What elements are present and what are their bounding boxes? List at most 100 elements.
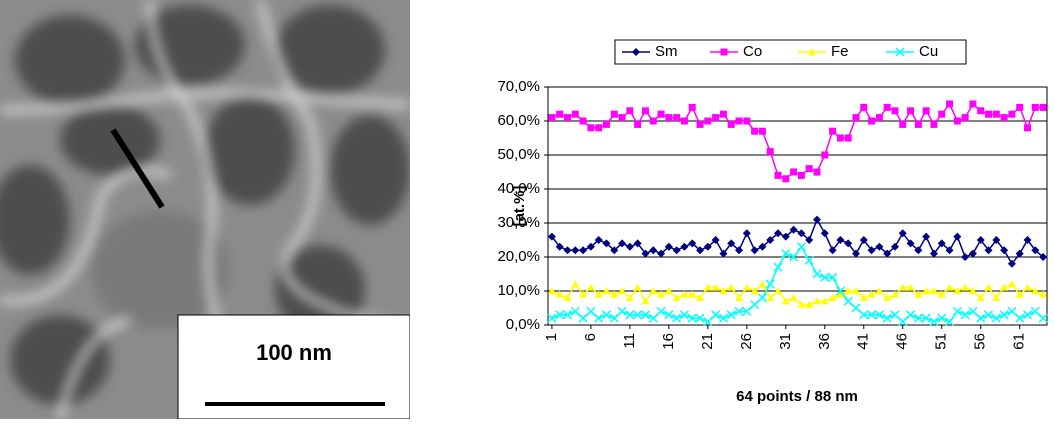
marker — [923, 107, 930, 114]
x-tick-label: 16 — [660, 333, 677, 350]
marker — [977, 314, 985, 322]
marker — [719, 314, 727, 322]
marker — [712, 114, 719, 121]
micrograph: 100 nm — [0, 0, 410, 419]
figure: 100 nm [at.%] 64 points / 88 nm 0,0%10,0… — [0, 0, 1054, 419]
marker — [634, 121, 641, 128]
marker — [782, 175, 789, 182]
marker — [1008, 111, 1015, 118]
marker — [961, 253, 969, 261]
marker — [689, 104, 696, 111]
marker — [587, 307, 595, 315]
y-tick-label: 0,0% — [506, 316, 540, 333]
marker — [649, 246, 657, 254]
marker — [751, 246, 759, 254]
marker — [720, 111, 727, 118]
series-line — [552, 247, 1043, 322]
marker — [985, 111, 992, 118]
marker — [993, 111, 1000, 118]
marker — [743, 118, 750, 125]
marker — [563, 294, 571, 301]
marker — [595, 314, 603, 322]
marker — [728, 121, 735, 128]
marker — [775, 172, 782, 179]
page: 100 nm [at.%] 64 points / 88 nm 0,0%10,0… — [0, 0, 1054, 424]
x-tick-label: 41 — [855, 333, 872, 350]
x-tick-label: 56 — [972, 333, 989, 350]
marker — [611, 111, 618, 118]
marker — [587, 124, 594, 131]
marker — [572, 111, 579, 118]
marker — [860, 104, 867, 111]
marker — [774, 263, 782, 271]
marker — [1008, 307, 1016, 315]
scale-bar-label: 100 nm — [256, 340, 332, 365]
marker — [571, 280, 579, 287]
legend-label: Co — [743, 43, 762, 60]
x-tick-label: 21 — [699, 333, 716, 350]
marker — [953, 307, 961, 315]
marker — [650, 118, 657, 125]
marker — [798, 172, 805, 179]
marker — [884, 104, 891, 111]
marker — [922, 233, 930, 241]
marker — [673, 314, 681, 322]
marker — [681, 118, 688, 125]
y-tick-label: 70,0% — [497, 78, 540, 95]
marker — [962, 114, 969, 121]
marker — [548, 114, 555, 121]
marker — [610, 314, 618, 322]
legend: SmCoFeCu — [615, 40, 966, 64]
x-tick-label: 1 — [543, 333, 560, 341]
marker — [595, 124, 602, 131]
marker — [673, 246, 681, 254]
marker — [603, 121, 610, 128]
marker — [891, 311, 899, 319]
marker — [680, 311, 688, 319]
marker — [1039, 314, 1047, 322]
marker — [665, 311, 673, 319]
marker — [743, 229, 751, 237]
marker — [891, 107, 898, 114]
y-tick-label: 60,0% — [497, 112, 540, 129]
x-tick-label: 26 — [738, 333, 755, 350]
marker — [907, 311, 915, 319]
marker — [806, 165, 813, 172]
marker — [844, 297, 852, 305]
marker — [736, 118, 743, 125]
marker — [837, 135, 844, 142]
marker — [1008, 280, 1016, 287]
marker — [564, 114, 571, 121]
marker — [938, 111, 945, 118]
marker — [915, 121, 922, 128]
y-tick-label: 50,0% — [497, 146, 540, 163]
x-axis-label: 64 points / 88 nm — [736, 388, 858, 405]
marker — [953, 233, 961, 241]
marker — [992, 314, 1000, 322]
y-tick-label: 40,0% — [497, 180, 540, 197]
marker — [813, 169, 820, 176]
marker — [790, 294, 798, 301]
marker — [961, 284, 969, 291]
marker — [946, 318, 954, 326]
marker — [946, 284, 954, 291]
marker — [1016, 104, 1023, 111]
marker — [845, 135, 852, 142]
marker — [727, 311, 735, 319]
marker — [548, 314, 556, 322]
marker — [766, 280, 774, 288]
x-tick-label: 46 — [894, 333, 911, 350]
x-tick-label: 11 — [621, 333, 638, 349]
marker — [930, 121, 937, 128]
marker — [985, 284, 993, 291]
legend-label: Fe — [831, 43, 849, 60]
marker — [579, 314, 587, 322]
marker — [782, 250, 790, 258]
marker — [657, 307, 665, 315]
marker — [580, 118, 587, 125]
marker — [790, 169, 797, 176]
marker — [658, 111, 665, 118]
marker — [961, 311, 969, 319]
y-tick-label: 10,0% — [497, 282, 540, 299]
marker — [852, 304, 860, 312]
